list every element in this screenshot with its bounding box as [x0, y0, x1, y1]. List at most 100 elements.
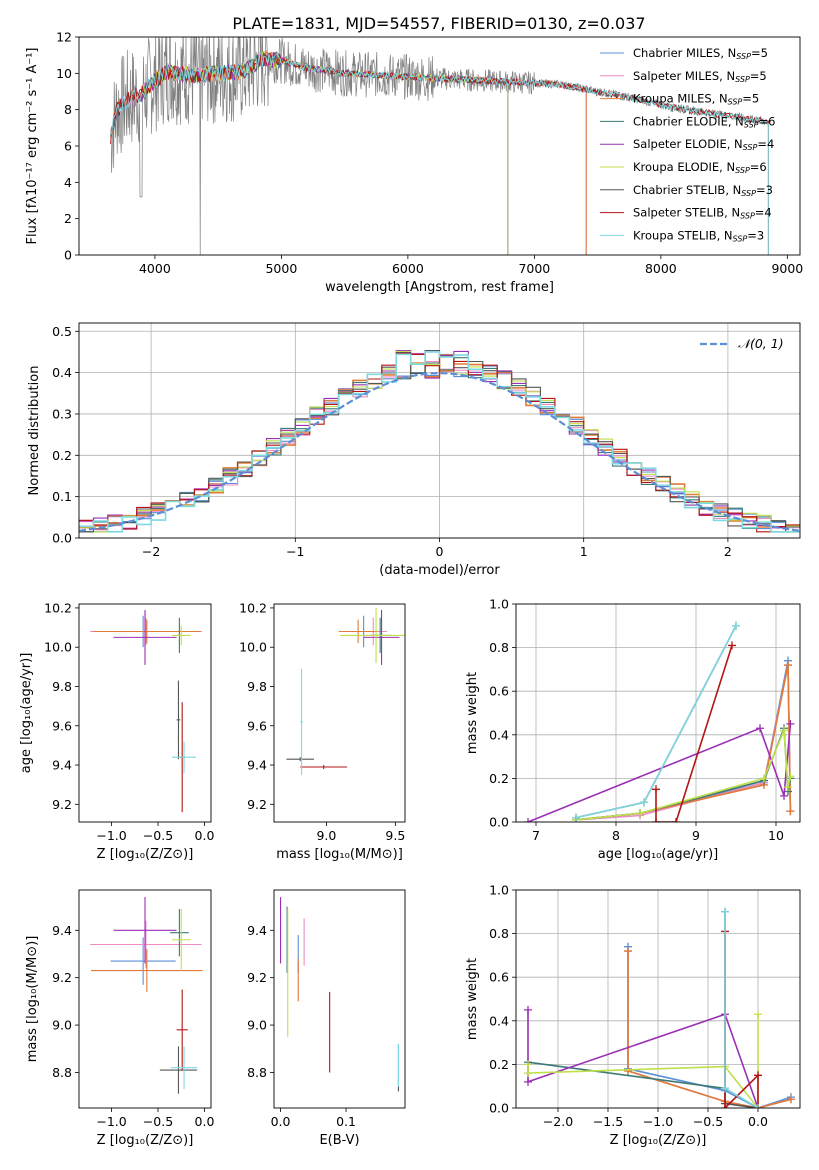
y-axis-label: mass [log₁₀(M/M⊙)]: [25, 936, 40, 1063]
panel-weights_vs_Z: −2.0 −1.5 −1.0 −0.5 0.0 0.0 0.2 0.4 0.6 0.8 1.0 Z […: [465, 883, 801, 1148]
axes-frame: [78, 322, 801, 539]
x-tick-label: 4000: [139, 261, 171, 276]
data-point-salpeter-miles: [90, 920, 202, 969]
plot-area: [524, 621, 795, 822]
data-point-kroupa-stelib: [171, 741, 197, 773]
weight-series-kroupa-elodie: [524, 1010, 762, 1108]
data-point-kroupa-elodie: [171, 908, 191, 971]
weight-line: [575, 664, 792, 821]
y-tick-label: 0.5: [52, 324, 72, 339]
axes-frame: [515, 603, 801, 823]
data-point-salpeter-stelib: [176, 989, 188, 1071]
weight-marker: [784, 661, 792, 670]
legend-label: Kroupa MILES, NSSP=5: [633, 92, 759, 107]
model-spectrum-kroupa-stelib: [110, 51, 769, 255]
x-axis-label: E(B-V): [319, 1133, 359, 1148]
y-axis-label: mass weight: [465, 958, 480, 1040]
weight-line: [575, 730, 792, 821]
y-tick-label: 8.8: [247, 1065, 267, 1080]
legend-label: Chabrier STELIB, NSSP=3: [633, 183, 773, 198]
panel-residuals: −2 −1 0 1 2 0.0 0.1 0.2 0.3 0.4 0.5 (data-model)/er…: [27, 322, 801, 578]
y-tick-label: 9.2: [247, 797, 267, 812]
legend-label: Kroupa STELIB, NSSP=3: [633, 228, 764, 243]
x-tick-label: 1: [580, 544, 588, 559]
legend-label: Kroupa ELODIE, NSSP=6: [633, 160, 767, 175]
legend-label: Chabrier MILES, NSSP=5: [633, 46, 768, 61]
x-axis-label: Z [log₁₀(Z/Z⊙)]: [610, 1133, 707, 1148]
x-tick-label: 0.0: [271, 1114, 291, 1129]
weight-marker: [780, 791, 788, 800]
y-axis-label: age [log₁₀(age/yr)]: [19, 653, 34, 774]
weight-marker: [732, 621, 740, 630]
x-tick-label: 9000: [771, 261, 803, 276]
y-axis-label: Flux [fλ10⁻¹⁷ erg cm⁻² s⁻¹ A⁻¹]: [25, 48, 40, 245]
weight-line: [724, 911, 759, 1108]
panel-mass_vs_Z: −1.0 −0.5 0.0 8.8 9.0 9.2 9.4 Z [log₁₀(Z/Z⊙)] ma…: [25, 889, 214, 1148]
weight-line: [627, 951, 792, 1108]
x-tick-label: 9.0: [316, 828, 336, 843]
y-tick-label: 9.4: [247, 923, 267, 938]
x-tick-label: −0.5: [143, 1114, 173, 1129]
legend-label: Salpeter STELIB, NSSP=4: [633, 206, 772, 221]
axes-frame: [273, 603, 406, 823]
weight-series-kroupa-elodie: [572, 726, 795, 822]
x-tick-label: −1.0: [96, 828, 126, 843]
weight-marker: [721, 907, 729, 916]
figure-title: PLATE=1831, MJD=54557, FIBERID=0130, z=0…: [232, 14, 645, 33]
panel-spectrum: 4000 5000 6000 7000 8000 9000 0 2 4 6 8 10 12 wavelen…: [25, 30, 803, 296]
weight-marker: [786, 807, 795, 816]
weight-marker: [784, 783, 792, 792]
legend-label: 𝒩(0, 1): [738, 336, 784, 351]
weight-marker: [524, 1077, 532, 1086]
weight-marker: [754, 1071, 762, 1080]
y-tick-label: 9.0: [247, 1018, 267, 1033]
weight-line: [527, 723, 792, 822]
x-axis-label: age [log₁₀(age/yr)]: [598, 847, 719, 862]
y-tick-label: 9.8: [52, 679, 72, 694]
y-tick-label: 1.0: [489, 597, 509, 612]
weight-marker: [787, 1095, 795, 1104]
y-tick-label: 0.3: [52, 406, 72, 421]
axes-frame: [515, 889, 801, 1109]
x-tick-label: −1.0: [643, 1114, 673, 1129]
plot-area: [110, 37, 769, 255]
panel-age_vs_Z: −1.0 −0.5 0.0 9.2 9.4 9.6 9.8 10.0 10.2 Z [log₁₀(…: [19, 600, 214, 862]
x-tick-label: 7: [532, 828, 540, 843]
x-tick-label: −1.0: [96, 1114, 126, 1129]
data-point-salpeter-elodie: [113, 609, 177, 665]
panel-weights_vs_age: 7 8 9 10 0.0 0.2 0.4 0.6 0.8 1.0 age [log₁₀(age/yr…: [465, 597, 801, 862]
data-point-kroupa-elodie: [171, 625, 191, 646]
y-tick-label: 0.2: [52, 448, 72, 463]
y-tick-label: 8: [64, 102, 72, 117]
data-point-salpeter-elodie: [363, 609, 400, 665]
weight-marker: [652, 818, 660, 822]
y-tick-label: 10.0: [239, 640, 267, 655]
gaussian-curve: [79, 371, 800, 532]
x-tick-label: −2: [142, 544, 160, 559]
weight-line: [724, 931, 759, 1108]
data-point-kroupa-miles: [338, 619, 378, 644]
weight-marker: [721, 1104, 729, 1108]
y-tick-label: 0.0: [489, 815, 509, 830]
weight-marker: [572, 813, 580, 822]
y-tick-label: 8.8: [52, 1065, 72, 1080]
data-point-chabrier-stelib: [286, 757, 314, 762]
weight-marker: [786, 719, 795, 728]
plot-area: [286, 607, 405, 775]
y-tick-label: 0.8: [489, 640, 509, 655]
weight-series-salpeter-stelib: [652, 641, 736, 822]
x-tick-label: 9: [692, 828, 700, 843]
data-point-kroupa-stelib: [171, 1046, 198, 1090]
legend: Chabrier MILES, NSSP=5 Salpeter MILES, NS…: [600, 46, 775, 243]
weight-series-chabrier-stelib: [721, 907, 762, 1108]
axes-frame: [78, 36, 801, 256]
y-tick-label: 9.4: [52, 758, 72, 773]
x-tick-label: 8000: [645, 261, 677, 276]
x-tick-label: −0.5: [143, 828, 173, 843]
plot-area: [90, 897, 203, 1094]
plot-area: [279, 897, 400, 1092]
weight-marker: [780, 726, 788, 735]
weight-line: [655, 645, 733, 822]
data-point-salpeter-stelib: [300, 765, 348, 769]
